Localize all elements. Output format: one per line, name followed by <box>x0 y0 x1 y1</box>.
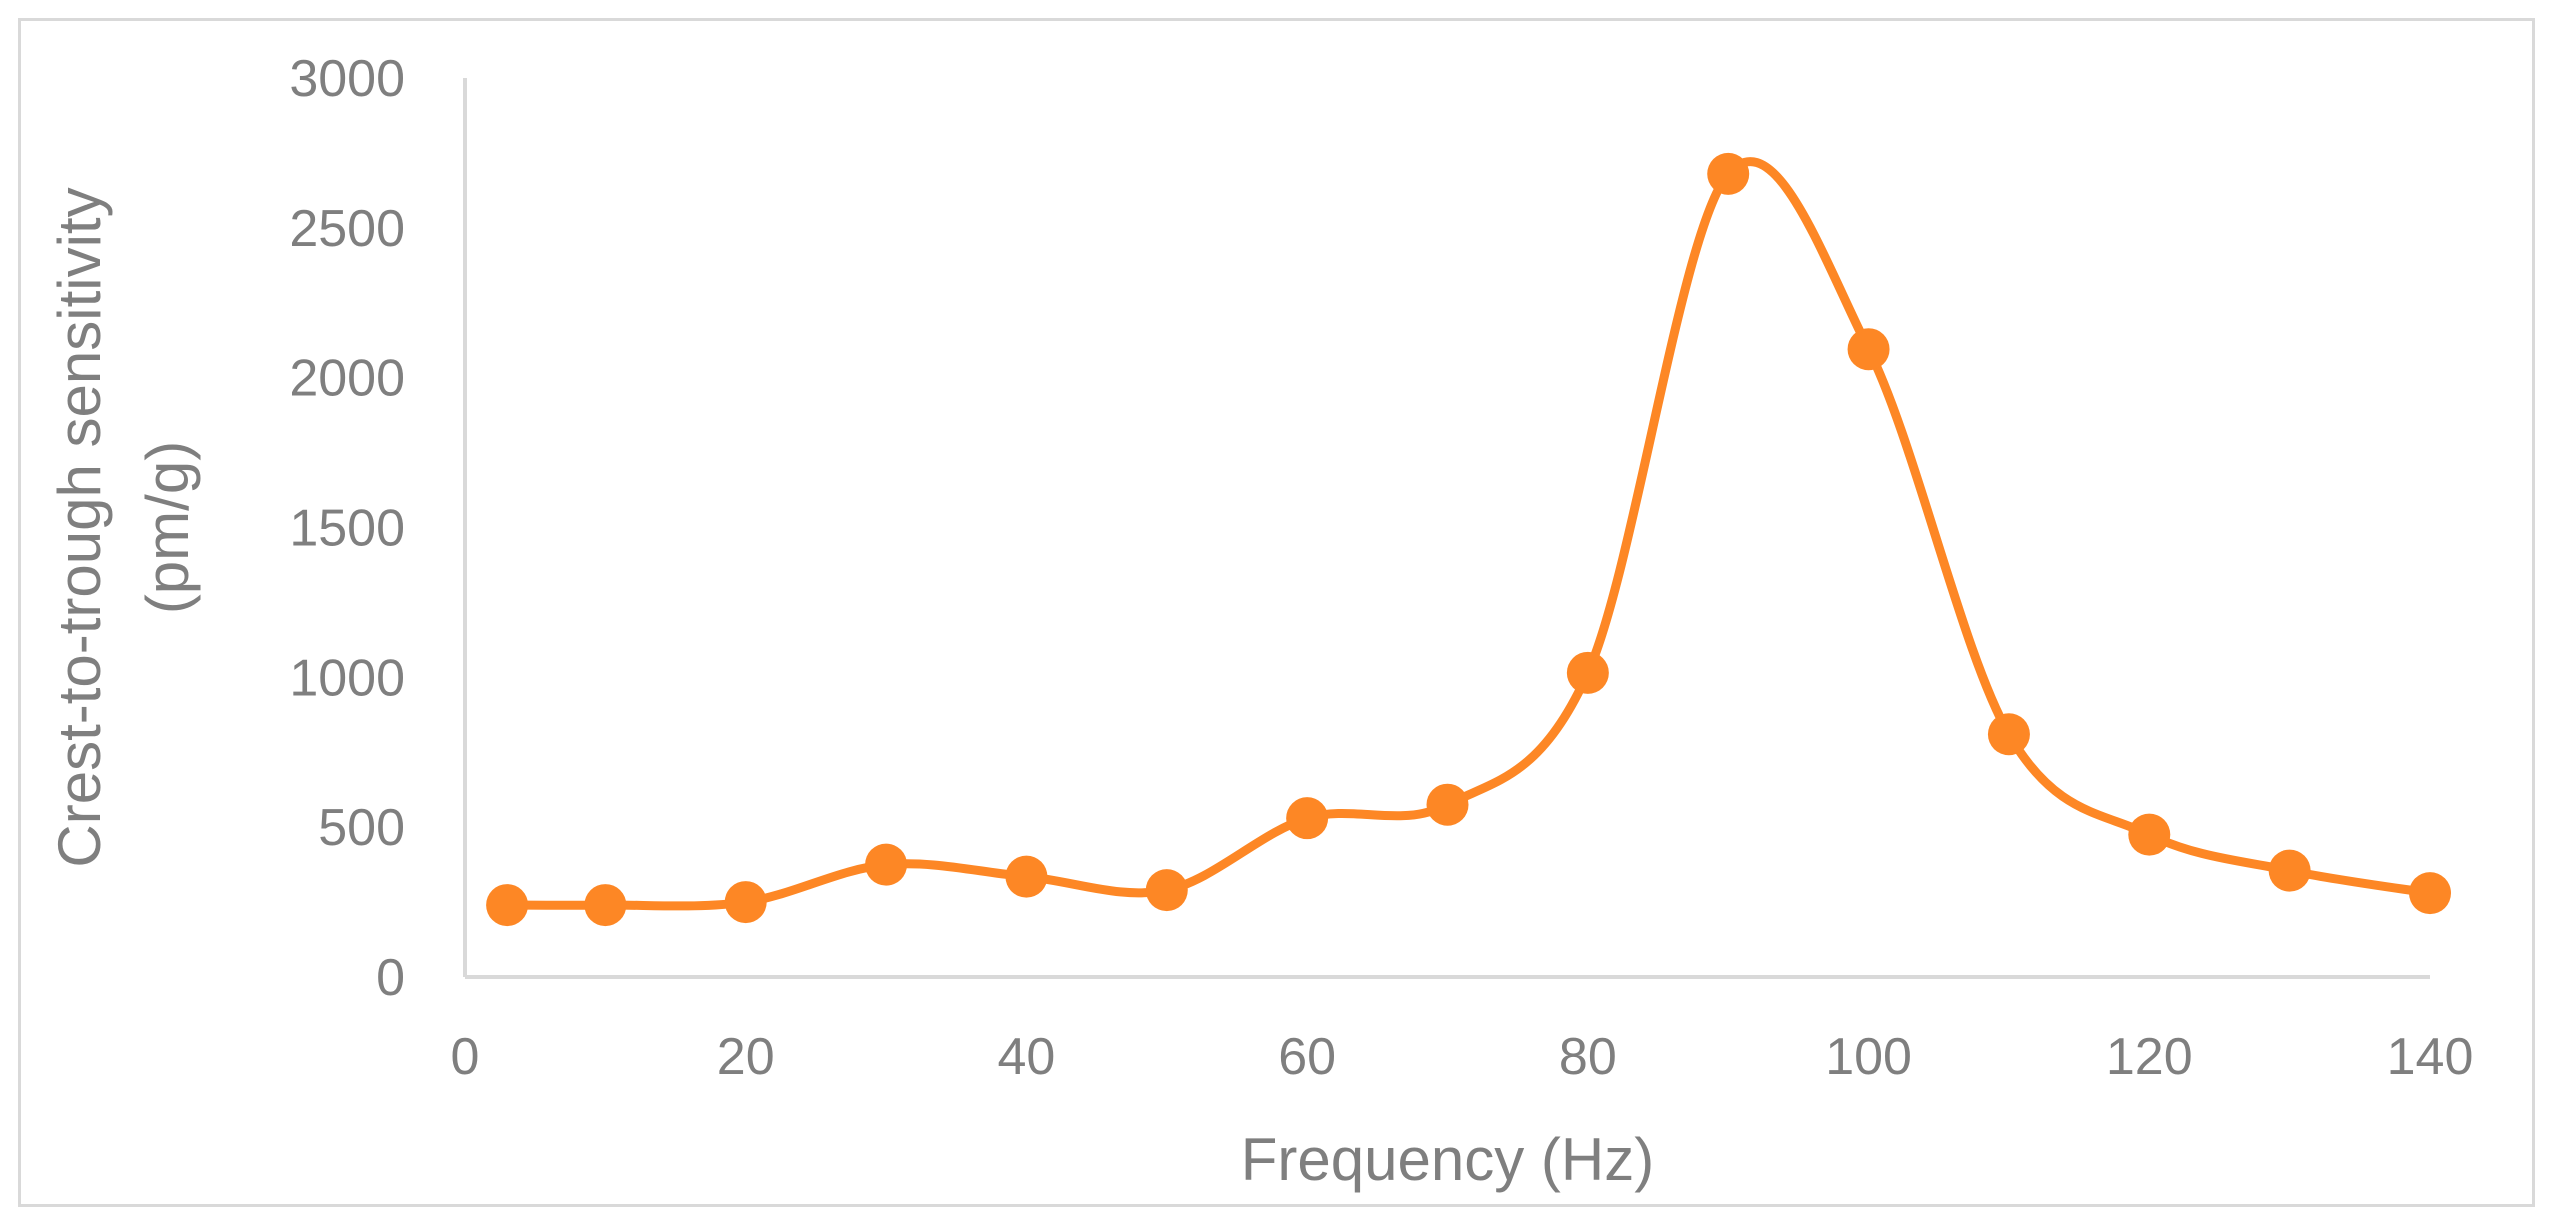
axis-titles: Frequency (Hz) Crest-to-trough sensitivi… <box>46 187 1654 1193</box>
data-point <box>724 881 767 924</box>
data-point <box>2409 872 2451 915</box>
series <box>486 152 2451 927</box>
series-line <box>502 157 2435 911</box>
axes <box>463 78 2430 979</box>
x-tick-label: 140 <box>2387 1028 2474 1086</box>
data-point <box>1707 152 1750 195</box>
y-tick-label: 1500 <box>289 500 405 558</box>
data-point <box>2128 813 2171 856</box>
data-point <box>486 884 529 927</box>
y-tick-label: 500 <box>318 799 405 857</box>
data-point <box>2268 849 2311 892</box>
x-tick-label: 20 <box>717 1028 775 1086</box>
data-point <box>1145 869 1188 912</box>
data-point <box>1005 855 1048 898</box>
data-point <box>1286 797 1329 840</box>
chart-frame <box>18 18 2535 1207</box>
tick-labels: 0 500 1000 1500 2000 2500 3000 0 20 40 60 80 100 120 1… <box>289 50 2473 1086</box>
y-tick-label: 1000 <box>289 649 405 707</box>
y-tick-label: 2000 <box>289 350 405 408</box>
x-tick-label: 120 <box>2106 1028 2193 1086</box>
y-tick-label: 3000 <box>289 50 405 108</box>
x-axis-title: Frequency (Hz) <box>1241 1126 1654 1193</box>
y-axis-title-line-1: Crest-to-trough sensitivity <box>46 187 113 867</box>
y-tick-label: 0 <box>376 949 405 1007</box>
x-tick-label: 0 <box>451 1028 480 1086</box>
x-tick-label: 40 <box>998 1028 1056 1086</box>
data-point <box>1426 783 1469 826</box>
data-point <box>865 843 908 886</box>
data-point <box>584 884 627 927</box>
data-point <box>1566 651 1609 694</box>
x-tick-label: 60 <box>1278 1028 1336 1086</box>
x-tick-label: 80 <box>1559 1028 1617 1086</box>
y-tick-label: 2500 <box>289 200 405 258</box>
x-tick-label: 100 <box>1825 1028 1912 1086</box>
y-axis-title-line-2: (pm/g) <box>134 441 201 614</box>
data-point <box>1987 713 2030 756</box>
data-point <box>1847 328 1890 371</box>
